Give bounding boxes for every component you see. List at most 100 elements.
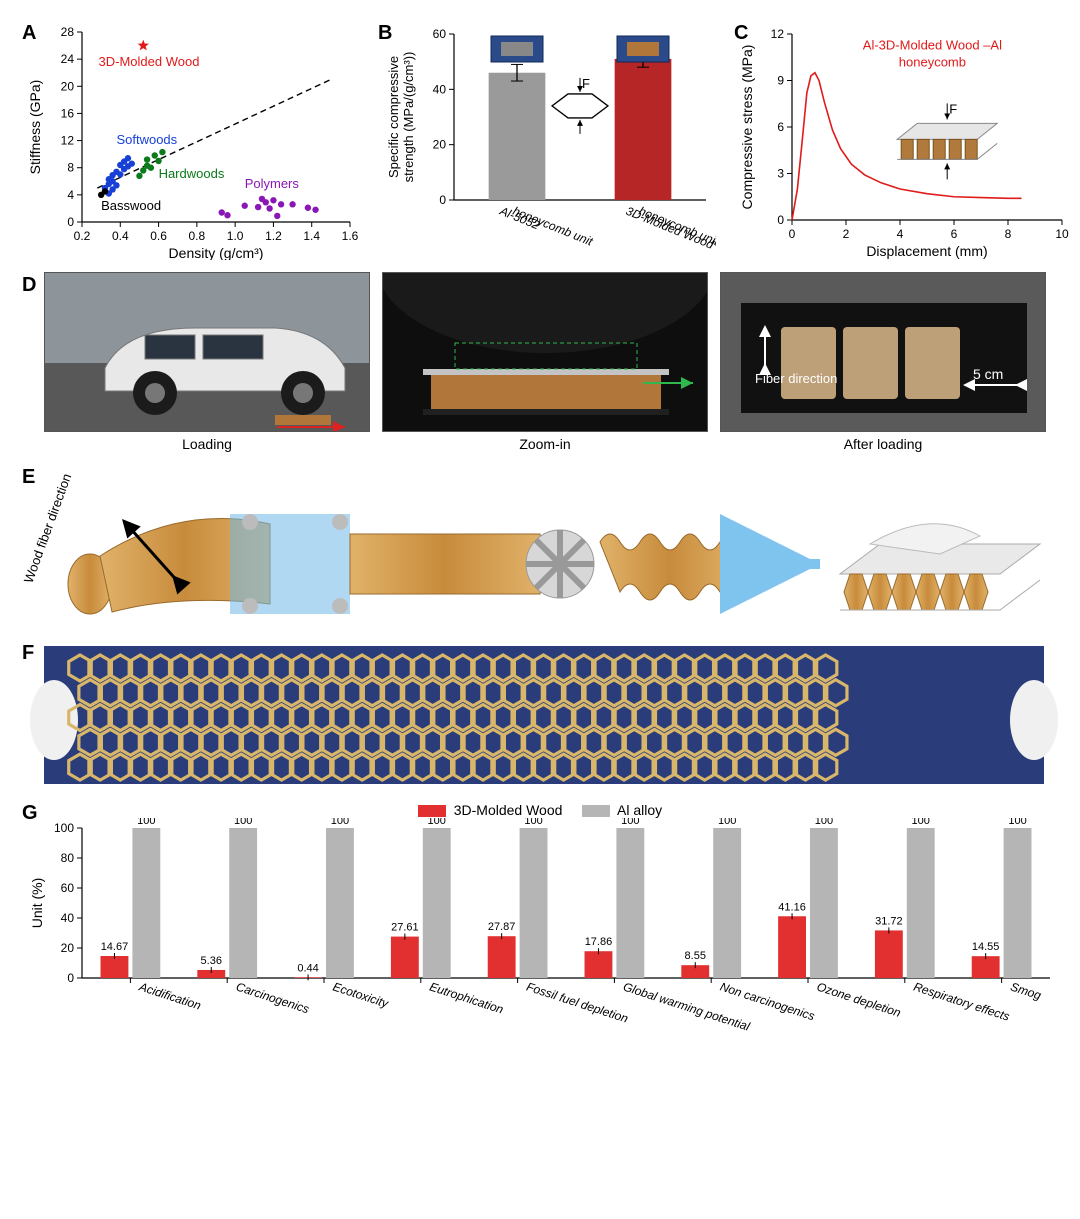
svg-text:Al-3D-Molded Wood –Al: Al-3D-Molded Wood –Al — [863, 38, 1002, 53]
svg-text:Softwoods: Softwoods — [116, 132, 177, 147]
scatter-chart-a: 0.20.40.60.81.01.21.41.60481216202428Den… — [20, 20, 360, 260]
svg-text:100: 100 — [54, 821, 74, 835]
svg-text:Density (g/cm³): Density (g/cm³) — [169, 245, 264, 260]
panel-g-label: G — [22, 802, 38, 825]
panel-f-label: F — [22, 642, 34, 665]
panel-d-photos: Weight: 1588 Kg — [44, 272, 1060, 452]
svg-text:Specific compressive: Specific compressive — [386, 56, 401, 178]
svg-text:Stiffness (GPa): Stiffness (GPa) — [27, 80, 43, 175]
legend-label-al: Al alloy — [617, 802, 662, 818]
svg-text:16: 16 — [61, 106, 75, 120]
svg-text:6: 6 — [951, 227, 958, 241]
svg-text:20: 20 — [61, 79, 75, 93]
svg-text:100: 100 — [428, 818, 446, 827]
panel-d-col-2: Fiber direction 5 cm After loading — [720, 272, 1046, 452]
svg-text:1.4: 1.4 — [303, 229, 320, 243]
svg-text:Polymers: Polymers — [245, 176, 300, 191]
panel-b: B 0204060Specific compressivestrength (M… — [376, 20, 716, 260]
svg-text:F: F — [582, 76, 590, 91]
svg-text:Displacement (mm): Displacement (mm) — [866, 243, 987, 259]
svg-text:Basswood: Basswood — [101, 198, 161, 213]
panel-d: D Weight: 1588 Kg — [20, 272, 1060, 452]
svg-text:0: 0 — [777, 213, 784, 227]
svg-text:Respiratory effects: Respiratory effects — [912, 980, 1011, 1024]
svg-text:27.61: 27.61 — [391, 922, 419, 934]
svg-text:9: 9 — [777, 74, 784, 88]
svg-text:0.2: 0.2 — [74, 229, 91, 243]
process-diagram-e: Wood fiber direction — [20, 464, 1060, 634]
panel-e: E Wood fiber direction — [20, 464, 1060, 634]
svg-text:20: 20 — [433, 138, 447, 152]
svg-text:1.6: 1.6 — [342, 229, 359, 243]
panel-c: C 0246810036912Displacement (mm)Compress… — [732, 20, 1072, 260]
svg-text:Fossil fuel depletion: Fossil fuel depletion — [525, 980, 631, 1026]
svg-text:14.67: 14.67 — [101, 941, 129, 953]
svg-text:100: 100 — [234, 818, 252, 827]
svg-text:0.6: 0.6 — [150, 229, 167, 243]
figure-root: A 0.20.40.60.81.01.21.41.60481216202428D… — [20, 20, 1060, 1080]
svg-text:0.44: 0.44 — [297, 962, 318, 974]
svg-text:100: 100 — [331, 818, 349, 827]
svg-text:Eutrophication: Eutrophication — [428, 980, 506, 1017]
fiber-direction-text: Fiber direction — [755, 371, 837, 386]
svg-text:0: 0 — [789, 227, 796, 241]
svg-text:8.55: 8.55 — [685, 950, 706, 962]
svg-text:100: 100 — [1008, 818, 1026, 827]
panel-a-label: A — [22, 22, 36, 45]
svg-text:100: 100 — [815, 818, 833, 827]
svg-text:0: 0 — [67, 971, 74, 985]
honeycomb-photo-f — [20, 640, 1060, 790]
caption-after: After loading — [720, 436, 1046, 452]
svg-text:40: 40 — [61, 911, 75, 925]
legend-swatch-wood — [418, 805, 446, 817]
svg-text:31.72: 31.72 — [875, 915, 903, 927]
svg-text:honeycomb: honeycomb — [899, 55, 966, 70]
panel-f: F — [20, 640, 1060, 790]
svg-text:100: 100 — [621, 818, 639, 827]
svg-text:4: 4 — [897, 227, 904, 241]
legend-swatch-al — [582, 805, 610, 817]
svg-text:100: 100 — [718, 818, 736, 827]
svg-text:Compressive stress (MPa): Compressive stress (MPa) — [739, 45, 755, 210]
svg-text:Ecotoxicity: Ecotoxicity — [331, 980, 391, 1011]
svg-text:28: 28 — [61, 25, 75, 39]
caption-loading: Loading — [44, 436, 370, 452]
svg-text:Carcinogenics: Carcinogenics — [234, 980, 311, 1017]
svg-text:12: 12 — [771, 27, 785, 41]
svg-text:8: 8 — [67, 161, 74, 175]
panel-b-label: B — [378, 22, 392, 45]
legend-g: 3D-Molded Wood Al alloy — [20, 800, 1060, 818]
svg-text:Unit (%): Unit (%) — [29, 878, 45, 929]
svg-text:27.87: 27.87 — [488, 921, 516, 933]
svg-text:strength (MPa/(g/cm³)): strength (MPa/(g/cm³)) — [401, 52, 416, 183]
photo-after: Fiber direction 5 cm — [720, 272, 1046, 432]
caption-zoomin: Zoom-in — [382, 436, 708, 452]
svg-text:5.36: 5.36 — [201, 955, 222, 967]
svg-text:100: 100 — [524, 818, 542, 827]
svg-text:24: 24 — [61, 52, 75, 66]
svg-text:3D-Molded Wood: 3D-Molded Wood — [99, 54, 200, 69]
svg-text:41.16: 41.16 — [778, 901, 806, 913]
svg-text:0: 0 — [67, 215, 74, 229]
car-icon — [45, 273, 370, 432]
svg-text:60: 60 — [61, 881, 75, 895]
row-abc: A 0.20.40.60.81.01.21.41.60481216202428D… — [20, 20, 1060, 260]
svg-text:10: 10 — [1055, 227, 1069, 241]
panel-d-col-1: Zoom-in — [382, 272, 708, 452]
svg-text:0: 0 — [439, 193, 446, 207]
panel-d-col-0: Weight: 1588 Kg — [44, 272, 370, 452]
svg-text:8: 8 — [1005, 227, 1012, 241]
svg-text:3: 3 — [777, 167, 784, 181]
photo-loading: Weight: 1588 Kg — [44, 272, 370, 432]
scale-text: 5 cm — [973, 366, 1003, 382]
grouped-bar-chart-g: 020406080100Unit (%)14.67100Acidificatio… — [20, 818, 1060, 1068]
svg-text:2: 2 — [843, 227, 850, 241]
bar-chart-b: 0204060Specific compressivestrength (MPa… — [376, 20, 716, 260]
svg-text:60: 60 — [433, 27, 447, 41]
svg-text:17.86: 17.86 — [585, 936, 613, 948]
svg-text:100: 100 — [137, 818, 155, 827]
svg-text:80: 80 — [61, 851, 75, 865]
panel-e-label: E — [22, 466, 35, 489]
svg-text:100: 100 — [912, 818, 930, 827]
svg-text:0.8: 0.8 — [189, 229, 206, 243]
